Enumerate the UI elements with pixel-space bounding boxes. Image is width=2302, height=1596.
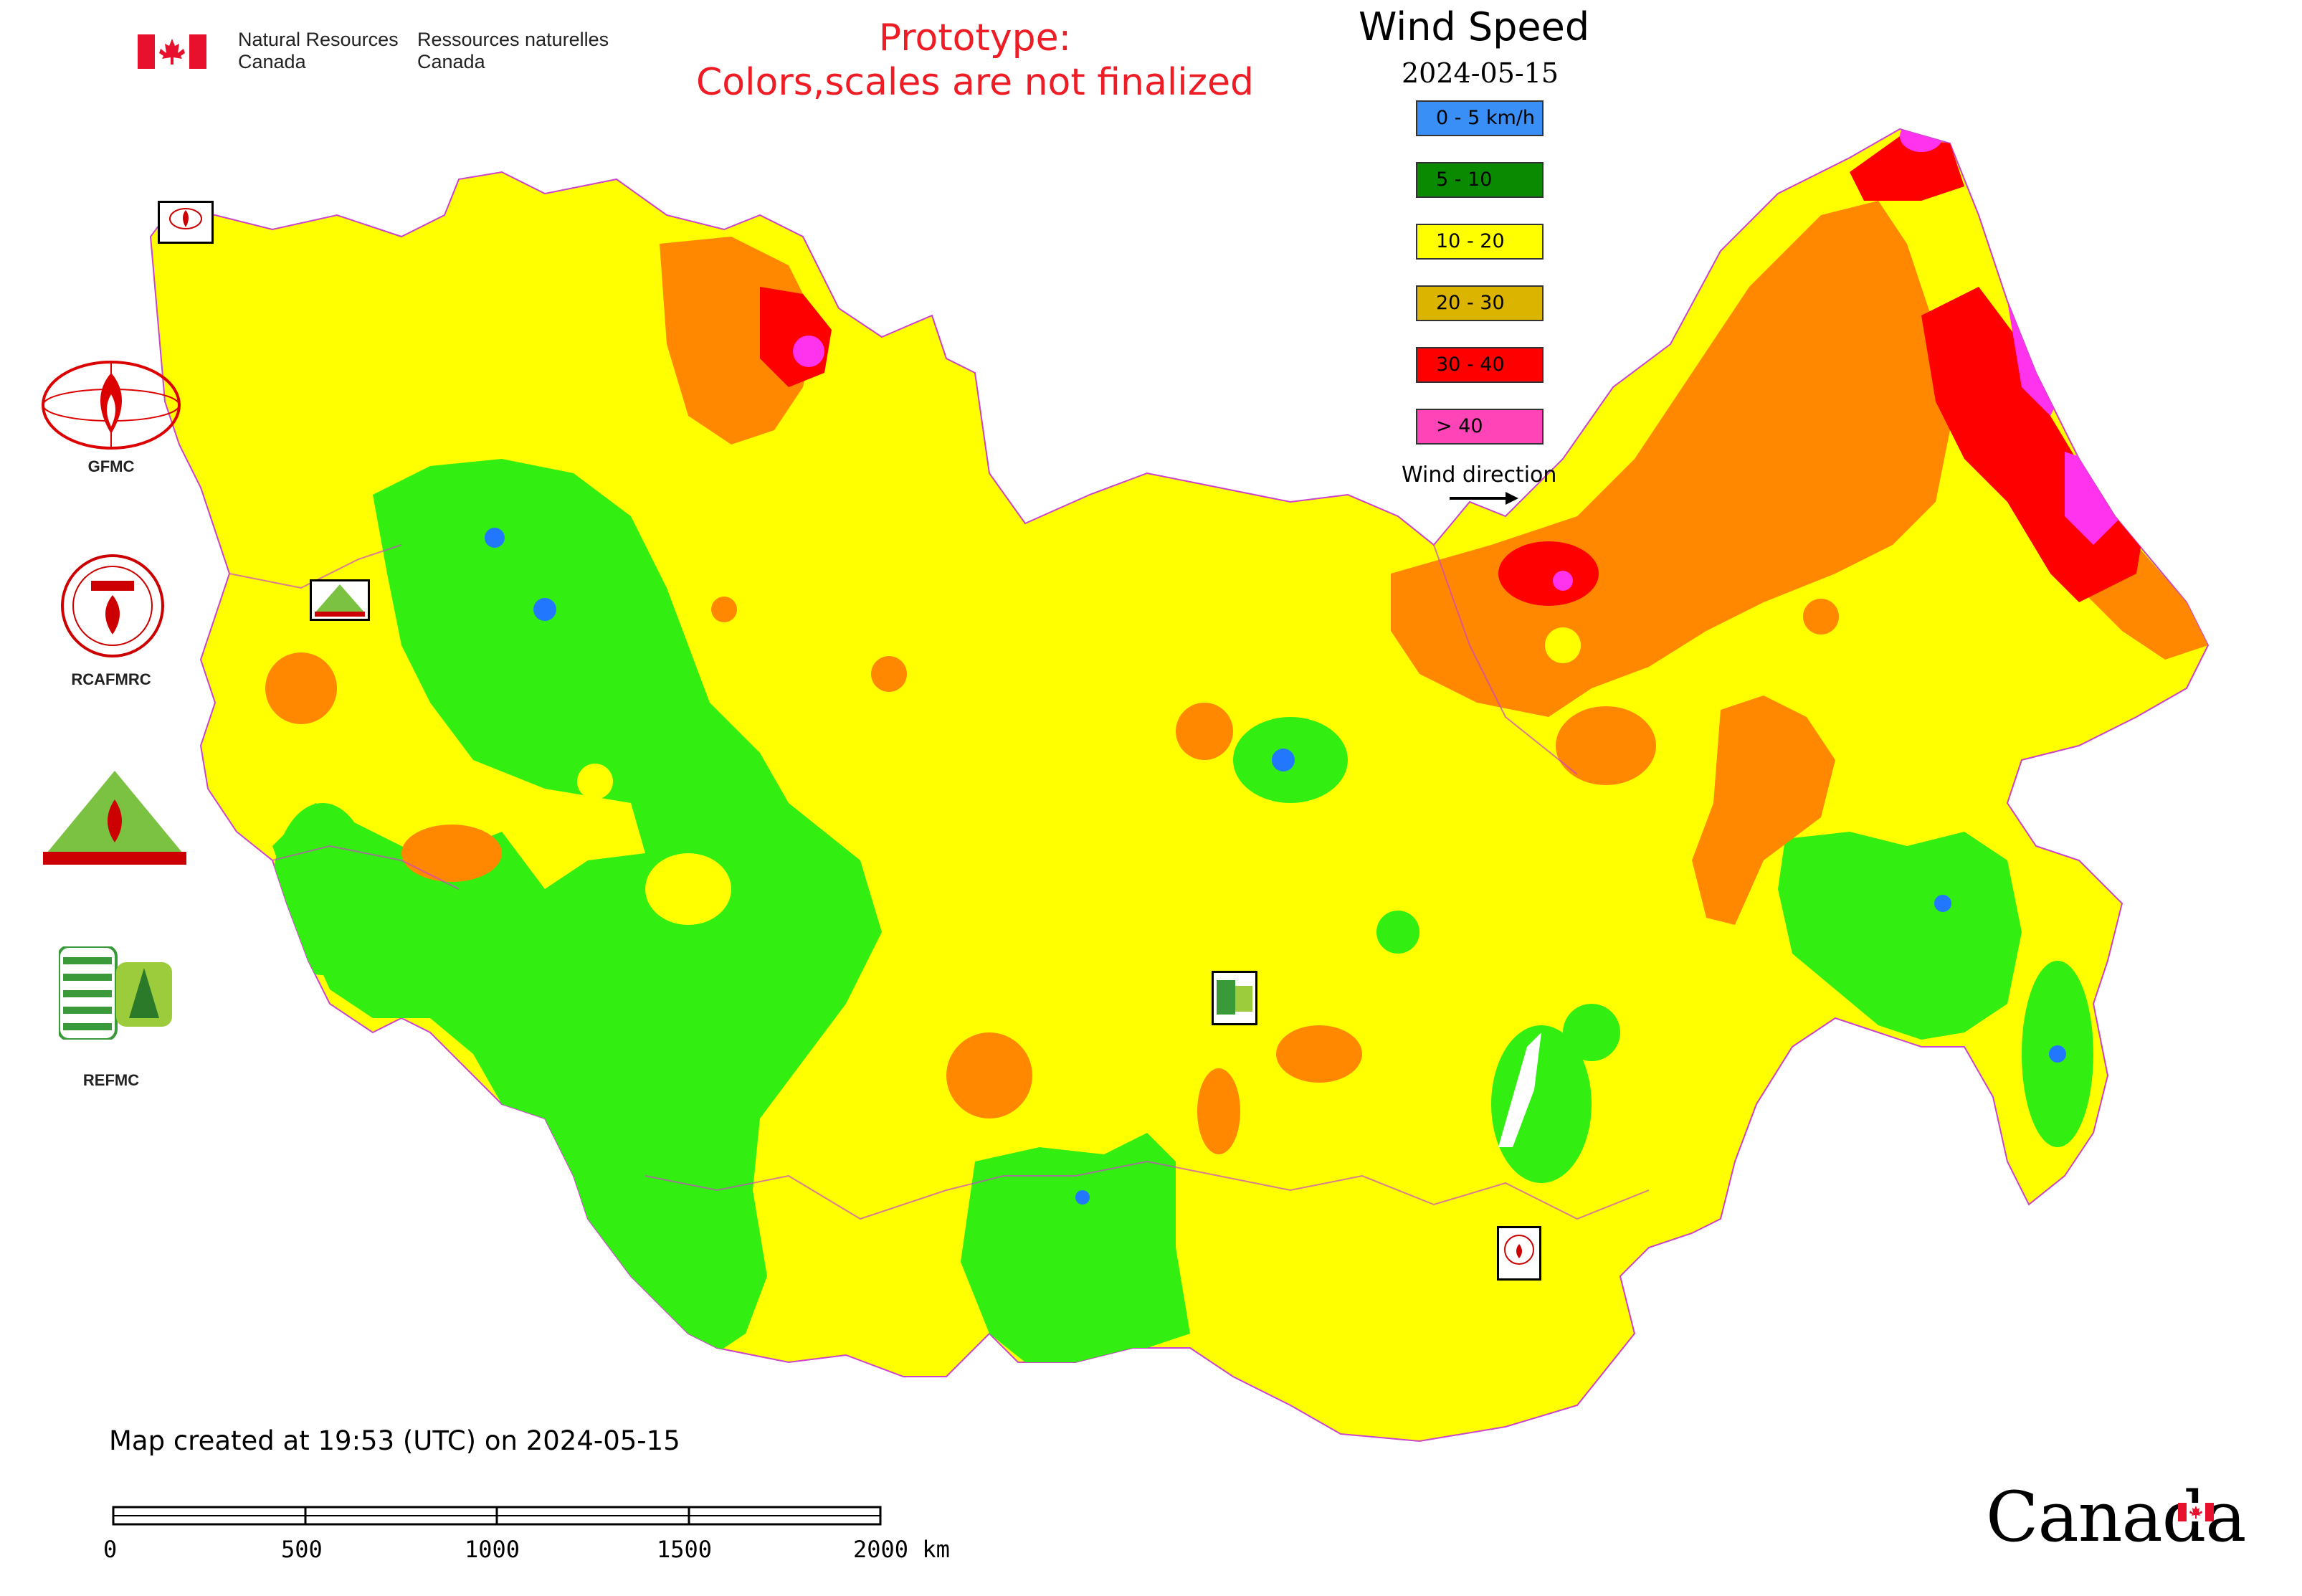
orange-zone-west-2 <box>265 652 337 724</box>
org-label-rcafmrc: RCAFMRC <box>71 670 151 688</box>
yellow-patch-2 <box>577 764 613 799</box>
green-zone-small-2 <box>1563 1004 1620 1061</box>
orange-zone-kola <box>660 237 817 445</box>
rcafmrc-map-marker-icon <box>1497 1226 1541 1281</box>
legend-item-0-5: 0 - 5 km/h <box>1416 100 1544 136</box>
green-zone-sw <box>272 803 373 975</box>
scale-tick-500: 500 <box>281 1536 323 1563</box>
blue-spot-4 <box>2049 1045 2066 1063</box>
yellow-patch-1 <box>645 853 731 925</box>
orange-zone-west-1 <box>401 825 502 882</box>
rcafmrc-logo-icon <box>59 552 166 660</box>
nrcan-french: Ressources naturelles Canada <box>417 29 609 73</box>
magenta-zone-lena <box>1553 571 1573 591</box>
legend-item-10-20: 10 - 20 <box>1416 224 1544 260</box>
green-zone-small-1 <box>1376 911 1419 954</box>
red-zone-chukotka <box>1850 136 1964 201</box>
region-borders <box>229 544 1650 1220</box>
green-zone-northwest <box>401 473 631 660</box>
green-zone-baikal <box>1491 1025 1592 1183</box>
legend-item-5-10: 5 - 10 <box>1416 162 1544 198</box>
green-zone-east <box>1778 832 2022 1040</box>
canada-flag-icon <box>138 34 206 69</box>
red-zone-lena-delta <box>1498 541 1599 606</box>
orange-zone-siberia-2 <box>1556 706 1656 785</box>
orange-zone-small-3 <box>1803 599 1839 635</box>
magenta-zone-kola <box>793 336 824 367</box>
map-created-timestamp: Map created at 19:53 (UTC) on 2024-05-15 <box>109 1425 680 1456</box>
prototype-notice: Prototype: Colors,scales are not finaliz… <box>674 16 1276 105</box>
canada-wordmark-flag-icon <box>2178 1503 2214 1521</box>
orange-zone-siberia-3 <box>1276 1025 1362 1083</box>
prototype-line2: Colors,scales are not finalized <box>695 61 1255 104</box>
lake-baikal <box>1498 1032 1541 1147</box>
wind-direction-label: Wind direction <box>1402 462 1557 488</box>
green-zone-south-central <box>961 1133 1190 1362</box>
scale-tick-0: 0 <box>103 1536 118 1563</box>
reefmc-logo-icon <box>39 767 190 868</box>
scale-bar <box>112 1506 886 1530</box>
orange-zone-siberia-5 <box>1197 1068 1240 1154</box>
refmc-logo-icon <box>57 945 173 1041</box>
blue-spot-6 <box>1075 1190 1090 1205</box>
green-zone-west <box>272 459 882 1362</box>
scale-tick-2000: 2000 km <box>853 1536 950 1563</box>
map-title: Wind Speed <box>1359 4 1590 49</box>
blue-spot-5 <box>1934 895 1951 912</box>
org-label-refmc: REFMC <box>82 1071 140 1089</box>
yellow-patch-3 <box>1545 627 1581 663</box>
blue-spot-3 <box>1272 749 1295 771</box>
scale-tick-1000: 1000 <box>465 1536 520 1563</box>
nrcan-en-line2: Canada <box>238 51 306 72</box>
orange-zone-siberia-4 <box>946 1032 1032 1118</box>
refmc-map-marker-icon <box>1212 971 1257 1025</box>
legend-item-20-30: 20 - 30 <box>1416 285 1544 321</box>
orange-zone-small-2 <box>711 597 737 622</box>
gfmc-logo-icon <box>39 358 183 452</box>
legend-item-30-40: 30 - 40 <box>1416 347 1544 383</box>
gfmc-logo-small-icon <box>158 201 214 244</box>
nrcan-fr-line2: Canada <box>417 51 485 72</box>
wind-direction-arrow-icon <box>1448 490 1520 510</box>
nrcan-fr-line1: Ressources naturelles <box>417 29 609 50</box>
legend-item-over-40: > 40 <box>1416 409 1544 445</box>
blue-spot-1 <box>485 528 505 548</box>
orange-zone-small-1 <box>871 656 907 692</box>
nrcan-en-line1: Natural Resources <box>238 29 399 50</box>
map-date: 2024-05-15 <box>1402 57 1559 89</box>
blue-spot-2 <box>533 598 556 621</box>
magenta-zone-chukotka <box>1900 129 1943 152</box>
reefmc-map-marker-icon <box>310 579 370 621</box>
org-label-gfmc: GFMC <box>87 457 135 475</box>
orange-zone-siberia-1 <box>1176 703 1233 760</box>
scale-tick-1500: 1500 <box>657 1536 713 1563</box>
orange-zone-yakutia-south <box>1692 695 1835 925</box>
nrcan-english: Natural Resources Canada <box>238 29 399 73</box>
prototype-line1: Prototype: <box>878 16 1072 60</box>
